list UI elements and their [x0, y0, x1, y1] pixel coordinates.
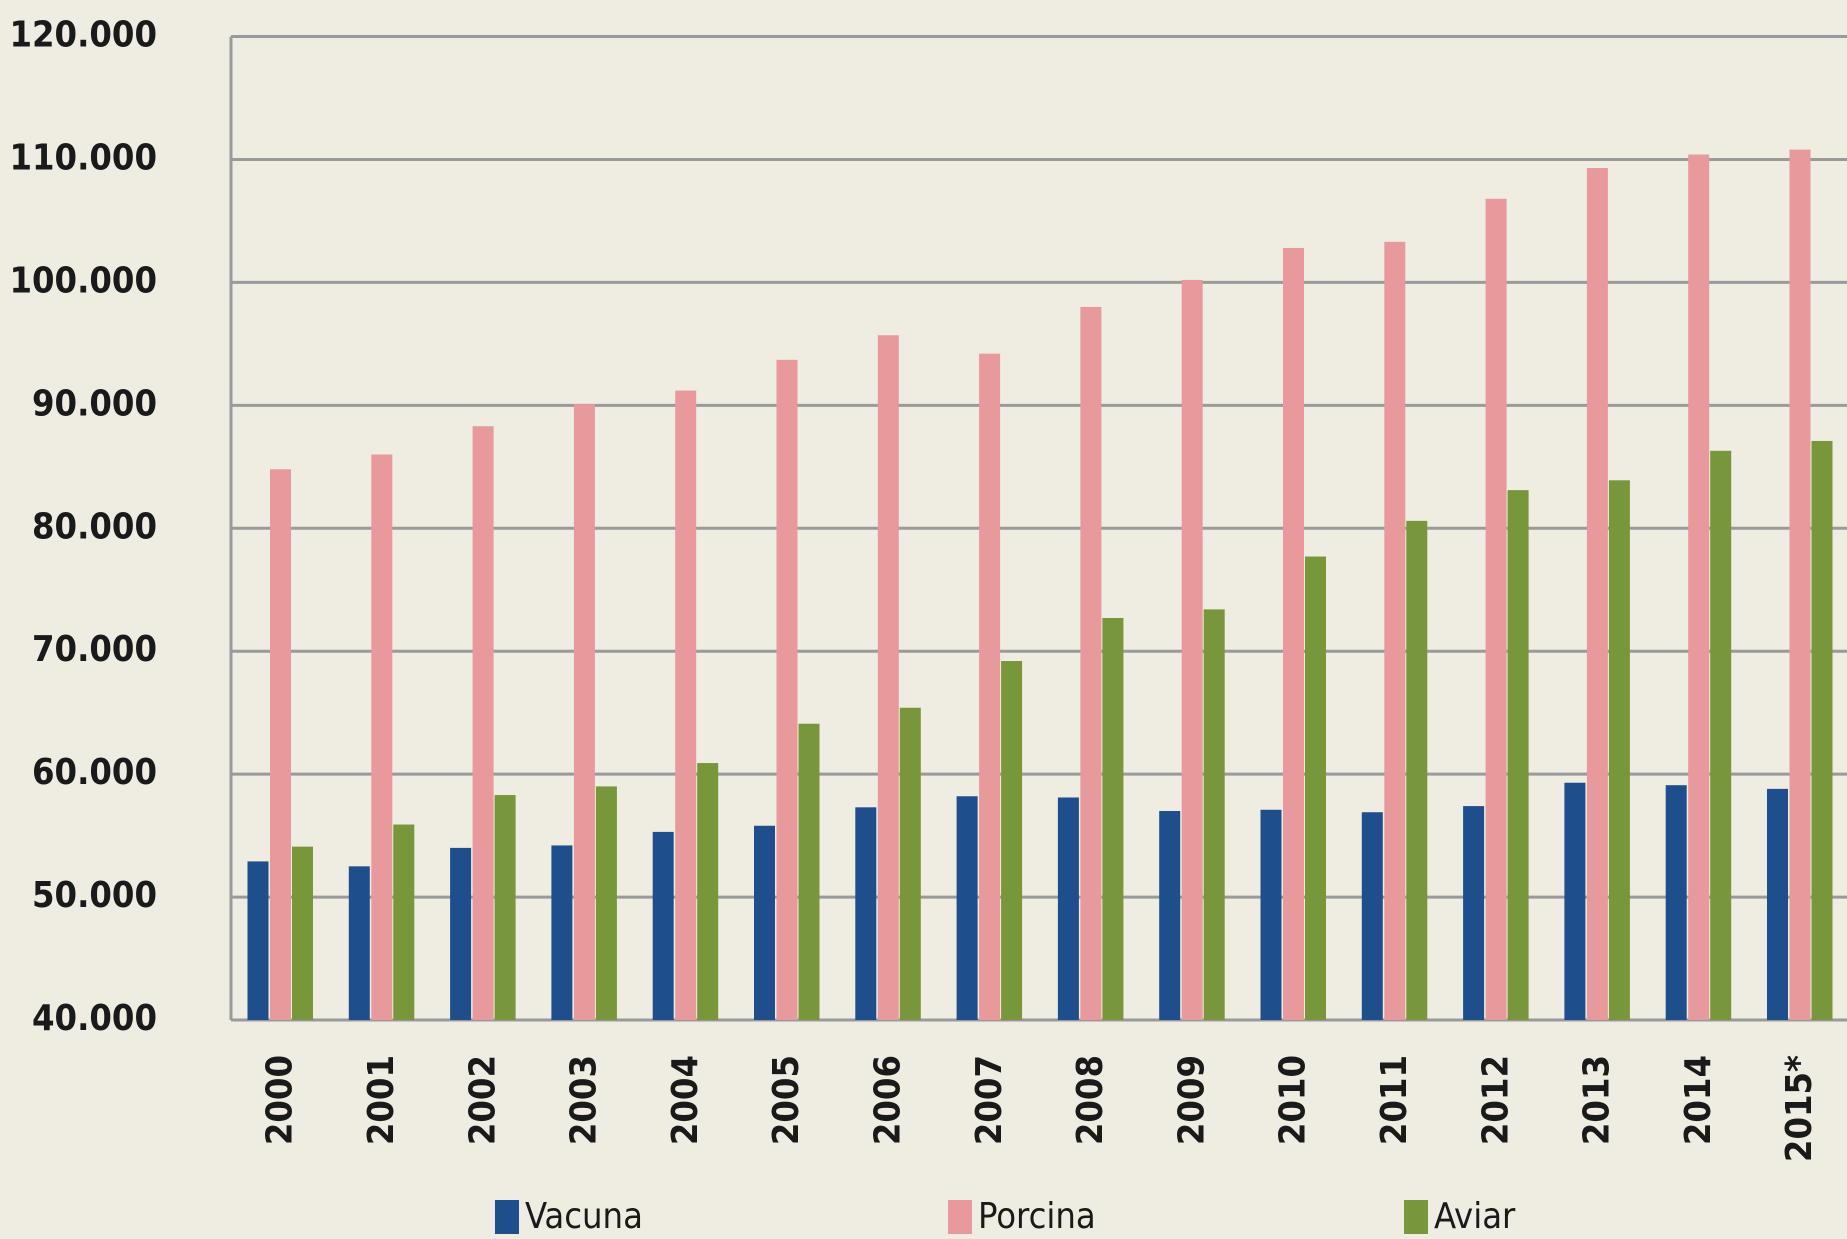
bar — [1608, 480, 1630, 1020]
legend-swatch — [948, 1200, 972, 1234]
bar — [1507, 490, 1529, 1020]
bar — [348, 866, 370, 1020]
legend-label: Porcina — [978, 1196, 1096, 1237]
bar — [979, 353, 1001, 1021]
x-tick-label: 2001 — [361, 1055, 402, 1145]
bar — [494, 795, 516, 1020]
x-tick-label: 2009 — [1171, 1055, 1212, 1145]
bar — [1057, 797, 1079, 1020]
bar — [1710, 450, 1732, 1020]
bar — [1586, 168, 1608, 1021]
bar — [855, 807, 877, 1020]
bar — [652, 831, 674, 1020]
bar — [472, 426, 494, 1020]
bar — [450, 847, 472, 1020]
bar — [754, 825, 775, 1020]
x-tick-label: 2014 — [1678, 1055, 1719, 1145]
bar — [1564, 782, 1586, 1020]
bar — [1384, 241, 1406, 1021]
bar — [573, 404, 595, 1020]
bar — [956, 796, 978, 1020]
bar — [1181, 279, 1203, 1020]
bar — [899, 707, 921, 1020]
y-tick-label: 100.000 — [9, 260, 157, 301]
bar — [1361, 812, 1383, 1020]
x-tick-label: 2015* — [1779, 1055, 1820, 1162]
legend-swatch — [495, 1200, 519, 1234]
y-tick-label: 120.000 — [9, 15, 157, 56]
x-tick-label: 2010 — [1273, 1055, 1314, 1145]
bar — [1102, 617, 1124, 1020]
x-tick-label: 2002 — [462, 1055, 503, 1145]
bar — [1485, 198, 1507, 1021]
legend-label: Aviar — [1434, 1196, 1516, 1237]
y-tick-label: 90.000 — [32, 383, 157, 424]
bar — [595, 786, 617, 1020]
bar — [877, 335, 899, 1020]
bar — [371, 454, 393, 1020]
x-tick-label: 2012 — [1475, 1055, 1516, 1145]
y-tick-label: 60.000 — [32, 752, 157, 793]
legend-swatch — [1404, 1200, 1428, 1234]
bar — [1203, 609, 1225, 1020]
bar — [798, 723, 820, 1020]
x-tick-label: 2000 — [260, 1055, 301, 1145]
bar — [1688, 154, 1710, 1020]
bar — [1406, 520, 1428, 1020]
x-tick-label: 2008 — [1070, 1055, 1111, 1145]
bar — [697, 763, 719, 1020]
bar — [1001, 661, 1023, 1020]
x-tick-label: 2007 — [969, 1055, 1010, 1145]
legend-label: Vacuna — [525, 1196, 643, 1237]
bar — [247, 861, 269, 1020]
y-tick-label: 50.000 — [32, 875, 157, 916]
y-tick-label: 70.000 — [32, 629, 157, 670]
x-tick-label: 2011 — [1374, 1055, 1415, 1145]
bar — [675, 390, 697, 1020]
bar — [270, 469, 291, 1020]
bar — [1811, 440, 1833, 1021]
bar — [1260, 809, 1282, 1020]
bar — [292, 846, 313, 1020]
bar — [1665, 785, 1687, 1020]
bar — [776, 359, 798, 1020]
bar — [1767, 788, 1788, 1020]
bar — [1789, 149, 1811, 1021]
bar — [393, 824, 415, 1020]
bar — [1080, 306, 1102, 1020]
x-tick-label: 2005 — [766, 1055, 807, 1145]
x-tick-label: 2004 — [665, 1055, 706, 1145]
y-tick-label: 80.000 — [32, 506, 157, 547]
x-tick-label: 2003 — [564, 1055, 605, 1145]
bar — [1305, 556, 1326, 1020]
y-tick-label: 40.000 — [32, 998, 157, 1039]
y-tick-label: 110.000 — [9, 137, 157, 178]
bar — [551, 845, 573, 1020]
bar — [1283, 247, 1304, 1020]
bar — [1159, 811, 1181, 1020]
x-tick-label: 2006 — [867, 1055, 908, 1145]
x-tick-label: 2013 — [1577, 1055, 1618, 1145]
bar — [1463, 806, 1485, 1020]
